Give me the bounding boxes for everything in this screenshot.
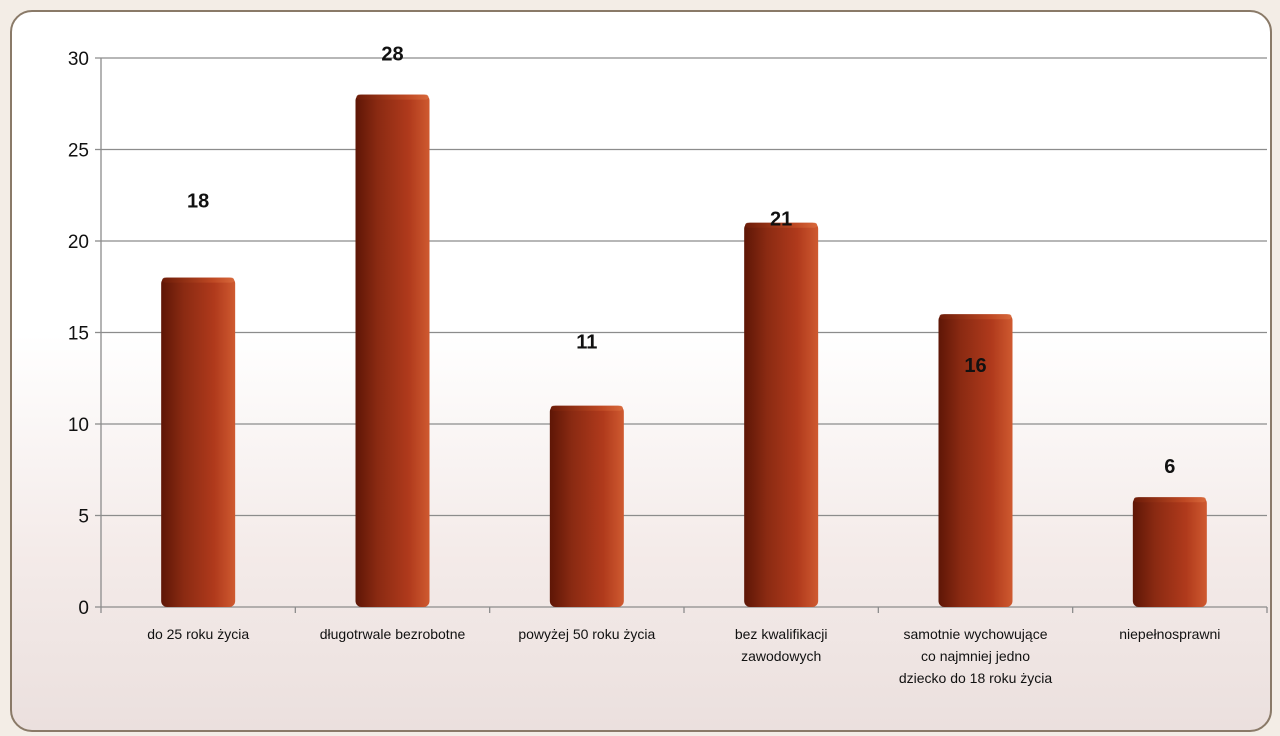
- category-label-line: co najmniej jedno: [921, 648, 1030, 664]
- data-label-4: 16: [964, 355, 986, 377]
- y-tick-label-20: 20: [68, 232, 89, 253]
- bar-cap-5: [1133, 497, 1206, 503]
- category-label-line: zawodowych: [741, 648, 821, 664]
- category-label-5: niepełnosprawni: [1119, 626, 1220, 642]
- category-label-0: do 25 roku życia: [147, 626, 249, 642]
- bar-1: [355, 94, 430, 608]
- category-label-line: powyżej 50 roku życia: [518, 626, 655, 642]
- y-tick-label-10: 10: [68, 415, 89, 436]
- data-label-1: 28: [381, 44, 403, 66]
- bar-cap-4: [939, 314, 1012, 320]
- y-tick-label-0: 0: [78, 598, 89, 619]
- bar-cap-3: [745, 222, 818, 228]
- bar-2: [549, 405, 624, 607]
- data-label-3: 21: [770, 209, 792, 231]
- category-label-line: do 25 roku życia: [147, 626, 249, 642]
- category-label-line: samotnie wychowujące: [904, 626, 1048, 642]
- bar-cap-0: [162, 277, 235, 283]
- bar-3: [744, 222, 819, 607]
- y-tick-label-25: 25: [68, 141, 89, 162]
- category-label-line: dziecko do 18 roku życia: [899, 670, 1053, 686]
- category-label-4: samotnie wychowujące co najmniej jedno dzi…: [899, 626, 1053, 686]
- category-label-line: długotrwale bezrobotne: [320, 626, 466, 642]
- bar-0: [161, 277, 236, 607]
- category-label-2: powyżej 50 roku życia: [518, 626, 655, 642]
- data-label-5: 6: [1164, 456, 1175, 478]
- y-tick-label-30: 30: [68, 49, 89, 70]
- data-label-0: 18: [187, 191, 209, 213]
- y-tick-label-5: 5: [78, 507, 89, 528]
- bar-5: [1132, 497, 1207, 607]
- category-label-line: bez kwalifikacji: [735, 626, 828, 642]
- category-label-line: niepełnosprawni: [1119, 626, 1220, 642]
- bar-chart: 0 5 10 15 20 25 30 18 do 25 roku życia 28 długotrw…: [68, 44, 1268, 686]
- bar-cap-2: [550, 405, 623, 411]
- chart-frame: 0 5 10 15 20 25 30 18 do 25 roku życia 28 długotrw…: [10, 10, 1272, 732]
- bar-4: [938, 314, 1013, 607]
- category-label-1: długotrwale bezrobotne: [320, 626, 466, 642]
- data-label-2: 11: [576, 332, 597, 354]
- bar-cap-1: [356, 94, 429, 100]
- y-tick-label-15: 15: [68, 324, 89, 345]
- category-label-3: bez kwalifikacji zawodowych: [735, 626, 828, 664]
